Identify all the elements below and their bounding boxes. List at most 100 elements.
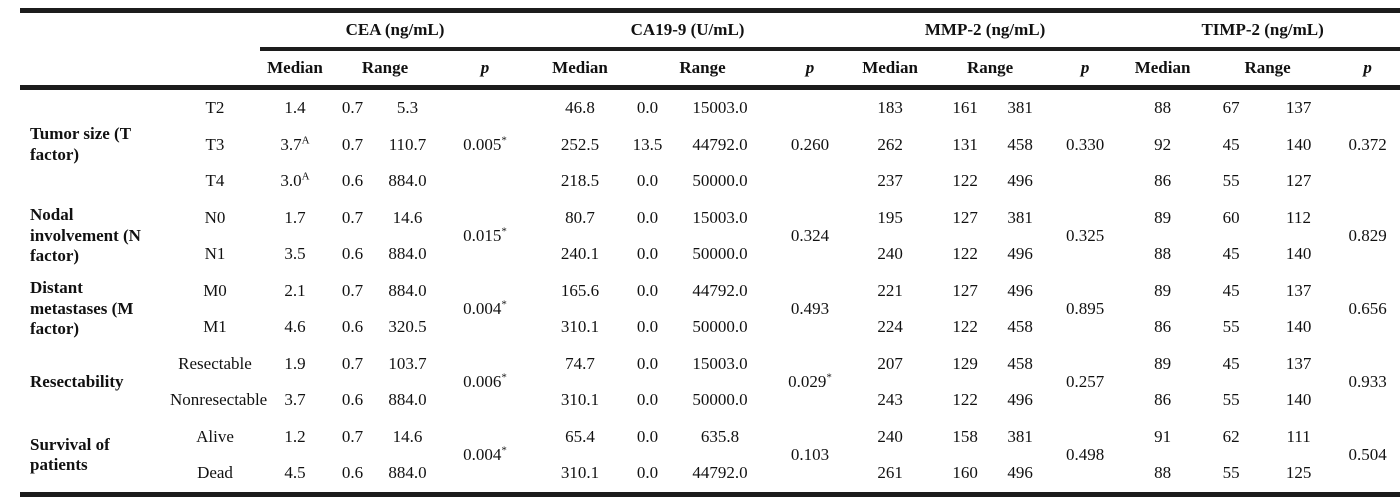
table-row: T4 3.0A 0.6 884.0 218.5 0.0 50000.0 237 … [20,163,1400,200]
timp2-range-max: 137 [1285,353,1312,373]
cea-median: 2.1 [284,280,306,300]
mmp2-range-max: 381 [1007,98,1033,118]
significance-asterisk: * [501,134,507,147]
cea-range-min: 0.7 [341,98,364,118]
factor-label-resectability: Resectability [30,371,124,391]
ca199-range-max: 50000.0 [692,171,748,191]
cea-p-value: 0.004* [463,298,507,318]
significance-asterisk: * [826,371,832,384]
table-row: N1 3.5 0.6 884.0 240.1 0.0 50000.0 240 1… [20,236,1400,273]
ca199-range-min: 0.0 [636,353,659,373]
ca199-median-header: Median [530,49,631,90]
ca199-range-max: 50000.0 [692,390,748,410]
mmp2-range-max: 496 [1007,244,1033,264]
ca199-median: 165.6 [560,280,600,300]
ca199-median: 74.7 [565,353,595,373]
ca199-range-max: 15003.0 [692,353,748,373]
cea-range-max: 884.0 [388,171,427,191]
timp2-range-min: 45 [1222,280,1240,300]
category-cell: Nonresectable [170,390,268,410]
ca199-range-min: 0.0 [636,207,659,227]
cea-range-min: 0.6 [341,317,364,337]
cea-median: 1.9 [284,353,306,373]
ca199-median: 218.5 [560,171,600,191]
cea-p-value: 0.015* [463,225,507,245]
ca199-median: 240.1 [560,244,600,264]
ca199-median: 80.7 [565,207,595,227]
cea-median: 3.7A [280,134,310,154]
mmp2-range-min: 131 [952,134,978,154]
group-header-ca199: CA19-9 (U/mL) [530,10,846,51]
ca199-range-header: Range [630,49,776,90]
ca199-p-value: 0.493 [790,299,830,318]
mmp2-median: 195 [877,207,903,227]
ca199-range-max: 44792.0 [692,134,748,154]
timp2-range-max: 137 [1285,280,1312,300]
cea-range-max: 884.0 [388,244,427,264]
mmp2-median: 240 [877,426,903,446]
cea-median: 1.2 [284,426,306,446]
table-row: T3 3.7A 0.7 110.7 252.5 13.5 44792.0 262… [20,127,1400,164]
ca199-range-min: 0.0 [636,426,659,446]
mmp2-range-min: 160 [952,463,978,483]
cea-range-header: Range [330,49,440,90]
corner-cell [20,11,260,50]
category-cell: M1 [203,317,227,337]
cea-p-value: 0.006* [463,371,507,391]
cea-median: 1.7 [284,207,306,227]
cea-range-min: 0.7 [341,134,364,154]
category-cell: N0 [204,207,226,227]
cea-median: 4.5 [284,463,306,483]
mmp2-range-header: Range [935,49,1046,90]
ca199-range-min: 0.0 [636,171,659,191]
timp2-range-max: 125 [1285,463,1312,483]
timp2-range-min: 62 [1222,426,1240,446]
group-header-cea: CEA (ng/mL) [260,10,531,51]
cea-p-header: p [440,49,531,90]
timp2-range-min: 45 [1222,134,1240,154]
category-cell: T2 [205,98,225,118]
ca199-range-min: 13.5 [632,134,663,154]
cea-range-max: 14.6 [392,207,423,227]
timp2-median: 86 [1154,171,1172,191]
timp2-range-min: 45 [1222,353,1240,373]
timp2-range-max: 140 [1285,317,1312,337]
mmp2-range-max: 458 [1007,317,1033,337]
timp2-range-min: 55 [1222,390,1240,410]
timp2-range-header: Range [1200,49,1336,90]
mmp2-range-min: 122 [952,317,978,337]
timp2-p-header: p [1335,49,1400,90]
ca199-median: 46.8 [565,98,595,118]
cea-range-min: 0.7 [341,280,364,300]
category-cell: N1 [204,244,226,264]
timp2-median: 89 [1154,280,1172,300]
cea-range-min: 0.6 [341,390,364,410]
p-label: p [1363,58,1372,77]
ca199-median: 310.1 [560,317,600,337]
cea-range-max: 884.0 [388,463,427,483]
cea-median: 4.6 [284,317,306,337]
timp2-range-max: 127 [1285,171,1312,191]
ca199-range-min: 0.0 [636,280,659,300]
cea-p-value: 0.005* [463,134,507,154]
mmp2-median-header: Median [845,49,936,90]
mmp2-range-min: 122 [952,390,978,410]
timp2-p-value: 0.933 [1348,372,1387,391]
category-cell: Resectable [178,353,252,373]
timp2-range-max: 112 [1286,207,1312,227]
biomarkers-table: CEA (ng/mL) CA19-9 (U/mL) MMP-2 (ng/mL) … [20,8,1400,497]
ca199-p-value: 0.029* [788,371,832,391]
p-label: p [1080,58,1090,77]
factor-label-nodal-involvement: Nodal involvement (N factor) [30,205,141,266]
cea-range-min: 0.6 [341,463,364,483]
group-header-timp2: TIMP-2 (ng/mL) [1125,10,1400,51]
significance-asterisk: * [501,371,507,384]
mmp2-p-value: 0.257 [1065,372,1105,391]
cea-range-max: 320.5 [388,317,427,337]
timp2-range-max: 111 [1286,426,1311,446]
mmp2-range-min: 122 [952,171,978,191]
ca199-range-max: 50000.0 [692,317,748,337]
timp2-range-min: 55 [1222,171,1240,191]
p-label: p [805,58,815,77]
table-row: Nodal involvement (N factor) N0 1.7 0.7 … [20,200,1400,265]
